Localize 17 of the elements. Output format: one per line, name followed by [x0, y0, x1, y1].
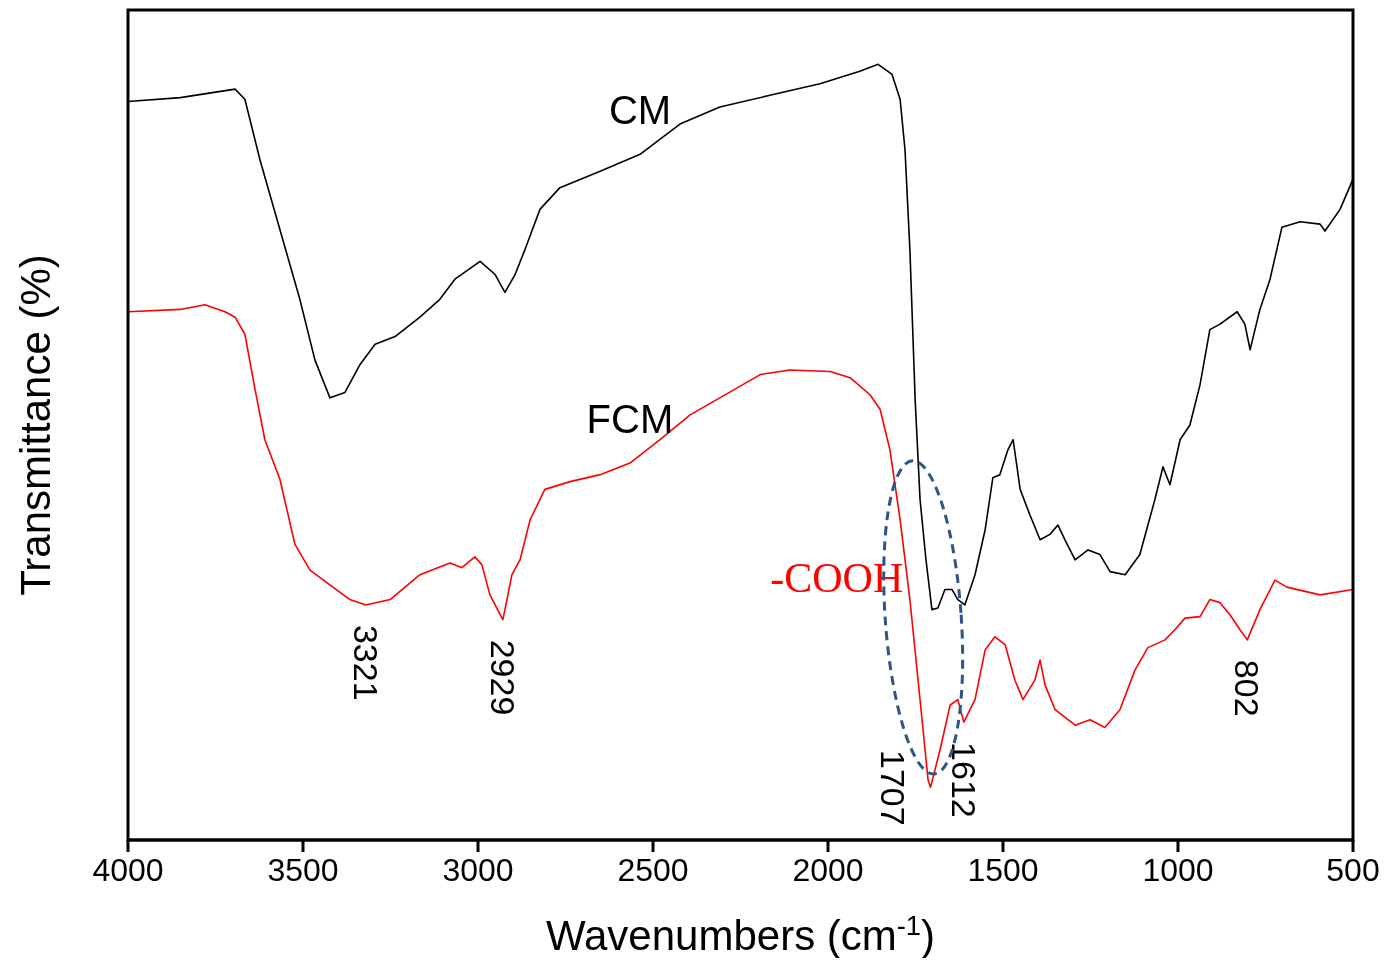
annotation: 1707 — [873, 750, 912, 826]
annotation: 3321 — [346, 624, 385, 701]
x-tick-label: 3000 — [442, 851, 514, 888]
y-axis-title: Transmittance (%) — [12, 254, 59, 596]
annotation: -COOH — [770, 554, 904, 601]
x-tick-label: 500 — [1326, 851, 1380, 888]
series-label: FCM — [586, 397, 674, 442]
series-label: CM — [608, 88, 672, 133]
x-tick-label: 4000 — [92, 851, 164, 888]
x-tick-label: 1500 — [967, 851, 1039, 888]
x-tick-label: 2500 — [617, 851, 689, 888]
x-tick-label: 2000 — [792, 851, 864, 888]
annotation: 1612 — [944, 742, 983, 818]
annotation: 2929 — [483, 639, 522, 716]
annotation: 802 — [1228, 659, 1267, 717]
x-tick-label: 1000 — [1142, 851, 1214, 888]
x-tick-label: 3500 — [267, 851, 339, 888]
